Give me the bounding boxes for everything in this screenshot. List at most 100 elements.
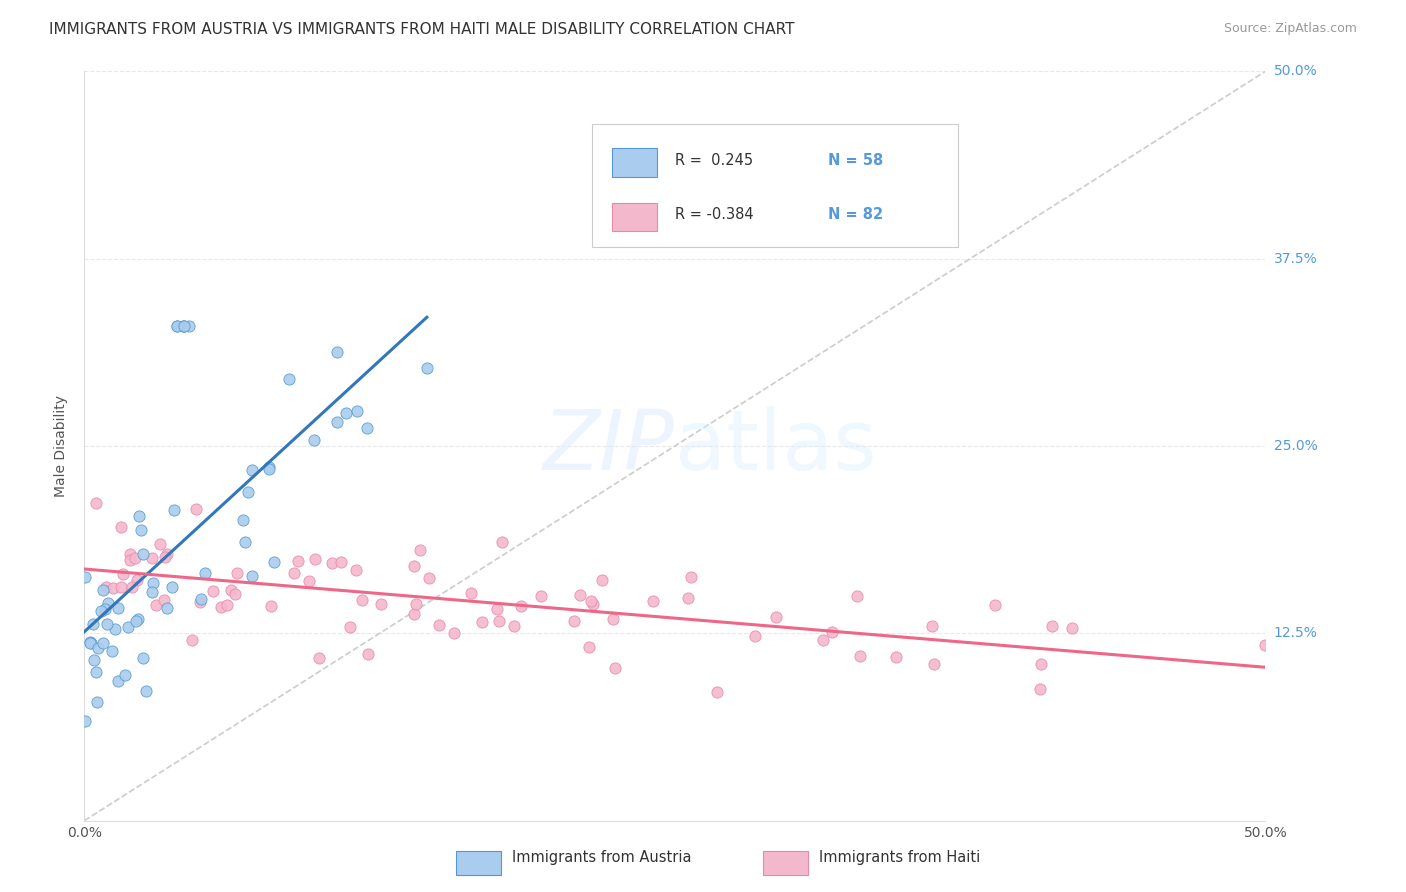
Point — [402, 607, 425, 622]
Text: 25.0%: 25.0% — [1274, 439, 1317, 453]
Point — [820, 625, 842, 640]
Point — [127, 573, 149, 587]
Point — [173, 319, 195, 334]
Point — [91, 583, 114, 598]
Point — [240, 463, 263, 477]
Point — [219, 582, 242, 597]
FancyBboxPatch shape — [612, 148, 657, 177]
Point — [278, 371, 301, 385]
Point — [257, 459, 280, 474]
Point — [849, 649, 872, 664]
FancyBboxPatch shape — [592, 124, 959, 247]
Point — [263, 555, 285, 569]
Point — [125, 614, 148, 628]
Point — [326, 344, 349, 359]
Point — [83, 653, 105, 667]
Point — [356, 421, 378, 435]
Point — [87, 640, 110, 655]
Text: 37.5%: 37.5% — [1274, 252, 1317, 266]
Point — [75, 569, 97, 583]
Point — [765, 609, 787, 624]
Point — [744, 629, 766, 643]
Point — [91, 635, 114, 649]
Point — [813, 633, 835, 648]
Point — [145, 598, 167, 612]
Point — [530, 589, 553, 603]
Point — [641, 593, 664, 607]
Point — [163, 503, 186, 517]
Point — [184, 502, 207, 516]
Point — [579, 593, 602, 607]
FancyBboxPatch shape — [612, 202, 657, 231]
Point — [96, 616, 118, 631]
Point — [141, 585, 163, 599]
Text: Immigrants from Austria: Immigrants from Austria — [512, 850, 692, 865]
Point — [118, 547, 141, 561]
Point — [582, 597, 605, 611]
Point — [160, 581, 183, 595]
Point — [238, 484, 260, 499]
Point — [156, 601, 179, 615]
Point — [107, 673, 129, 688]
Point — [132, 547, 155, 561]
Point — [257, 462, 280, 476]
Point — [308, 651, 330, 665]
Point — [217, 598, 239, 612]
Point — [602, 612, 624, 626]
Point — [491, 534, 513, 549]
Point — [603, 660, 626, 674]
Text: ZIP: ZIP — [543, 406, 675, 486]
Point — [107, 600, 129, 615]
Point — [302, 434, 325, 448]
Text: Source: ZipAtlas.com: Source: ZipAtlas.com — [1223, 22, 1357, 36]
Point — [94, 602, 117, 616]
Point — [486, 601, 509, 615]
Point — [127, 612, 149, 626]
Point — [346, 403, 368, 417]
Point — [370, 597, 392, 611]
Point — [681, 570, 703, 584]
Point — [101, 581, 124, 595]
Text: IMMIGRANTS FROM AUSTRIA VS IMMIGRANTS FROM HAITI MALE DISABILITY CORRELATION CHA: IMMIGRANTS FROM AUSTRIA VS IMMIGRANTS FR… — [49, 22, 794, 37]
Point — [155, 549, 177, 564]
Point — [578, 640, 600, 654]
Point — [232, 513, 254, 527]
Point — [224, 587, 246, 601]
Point — [188, 595, 211, 609]
Point — [166, 319, 188, 334]
Point — [114, 667, 136, 681]
FancyBboxPatch shape — [457, 851, 502, 875]
Point — [128, 509, 150, 524]
Point — [117, 620, 139, 634]
Point — [298, 574, 321, 588]
Point — [429, 617, 451, 632]
Point — [344, 563, 367, 577]
Point — [404, 558, 426, 573]
Point — [443, 625, 465, 640]
Point — [166, 319, 188, 334]
Text: N = 82: N = 82 — [828, 207, 883, 222]
Point — [924, 657, 946, 672]
Point — [101, 643, 124, 657]
Point — [283, 566, 305, 580]
Point — [1029, 682, 1052, 697]
Point — [129, 524, 152, 538]
Point — [173, 319, 195, 334]
Point — [240, 569, 263, 583]
Point — [1040, 619, 1063, 633]
Point — [156, 547, 179, 561]
Point — [502, 618, 524, 632]
Point — [335, 406, 357, 420]
Point — [82, 616, 104, 631]
Point — [1029, 657, 1052, 671]
Point — [339, 620, 361, 634]
Point — [84, 665, 107, 679]
Text: R = -0.384: R = -0.384 — [675, 207, 754, 222]
Point — [90, 604, 112, 618]
Text: 12.5%: 12.5% — [1274, 626, 1317, 640]
Point — [79, 635, 101, 649]
Point — [190, 592, 212, 607]
Point — [86, 695, 108, 709]
Point — [110, 581, 132, 595]
Point — [326, 415, 349, 429]
